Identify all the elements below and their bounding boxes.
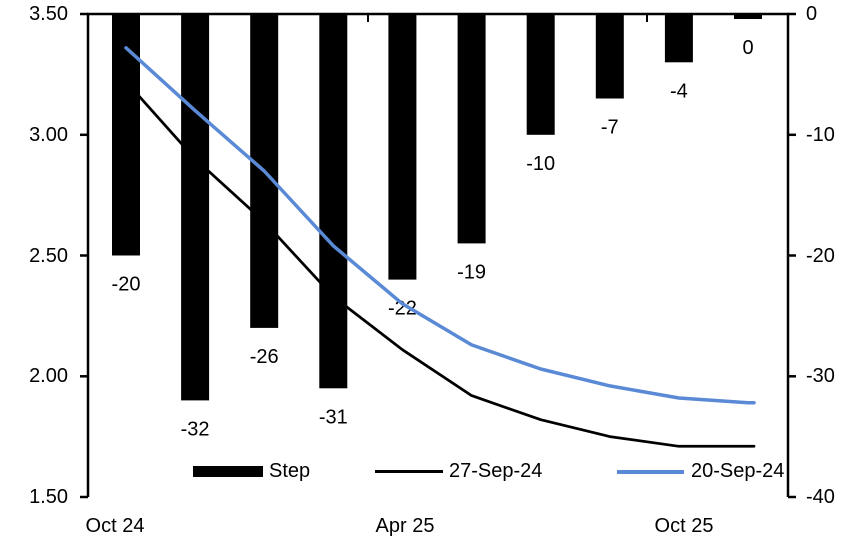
bar-step bbox=[526, 14, 555, 135]
bar-step bbox=[595, 14, 624, 99]
bar-step bbox=[388, 14, 417, 280]
right-axis-tick-label: 0 bbox=[806, 3, 818, 25]
left-axis-tick-label: 2.50 bbox=[29, 245, 68, 267]
left-axis-tick-label: 2.00 bbox=[29, 365, 68, 387]
bar-step bbox=[734, 14, 762, 19]
line-20-sep-24 bbox=[124, 46, 756, 405]
right-axis-tick-label: -10 bbox=[806, 124, 835, 146]
x-axis-tick-label: Apr 25 bbox=[375, 515, 435, 537]
x-axis-tick-label: Oct 25 bbox=[654, 515, 714, 537]
right-axis-tick-label: -30 bbox=[806, 365, 835, 387]
bar-value-label: -22 bbox=[388, 298, 417, 320]
bar-step bbox=[664, 14, 693, 63]
bar-value-label: -10 bbox=[526, 153, 555, 175]
left-axis-tick-label: 1.50 bbox=[29, 486, 68, 508]
bar-value-label: 0 bbox=[742, 37, 753, 59]
right-axis-tick-label: -20 bbox=[806, 245, 835, 267]
bar-value-label: -32 bbox=[181, 418, 210, 440]
bar-value-label: -26 bbox=[250, 346, 279, 368]
legend-27-sep-24-swatch bbox=[375, 470, 443, 473]
bar-step bbox=[457, 14, 486, 244]
legend-27-sep-24-label: 27-Sep-24 bbox=[449, 460, 543, 482]
bar-step bbox=[181, 14, 210, 401]
line-27-sep-24 bbox=[124, 80, 756, 448]
right-axis-tick-label: -40 bbox=[806, 486, 835, 508]
x-axis-tick-label: Oct 24 bbox=[85, 515, 145, 537]
bar-step bbox=[112, 14, 140, 256]
left-axis-tick-label: 3.00 bbox=[29, 124, 68, 146]
legend-step-swatch bbox=[193, 466, 263, 477]
bar-step bbox=[319, 14, 348, 389]
bar-value-label: -4 bbox=[670, 80, 688, 102]
bar-value-label: -19 bbox=[457, 261, 486, 283]
bar-value-label: -31 bbox=[319, 406, 348, 428]
legend-step-label: Step bbox=[269, 460, 311, 482]
legend-20-sep-24-swatch bbox=[617, 470, 684, 474]
legend-20-sep-24-label: 20-Sep-24 bbox=[691, 460, 785, 482]
bar-value-label: -7 bbox=[601, 117, 619, 139]
left-axis-tick-label: 3.50 bbox=[29, 3, 68, 25]
bar-value-label: -20 bbox=[112, 274, 141, 296]
